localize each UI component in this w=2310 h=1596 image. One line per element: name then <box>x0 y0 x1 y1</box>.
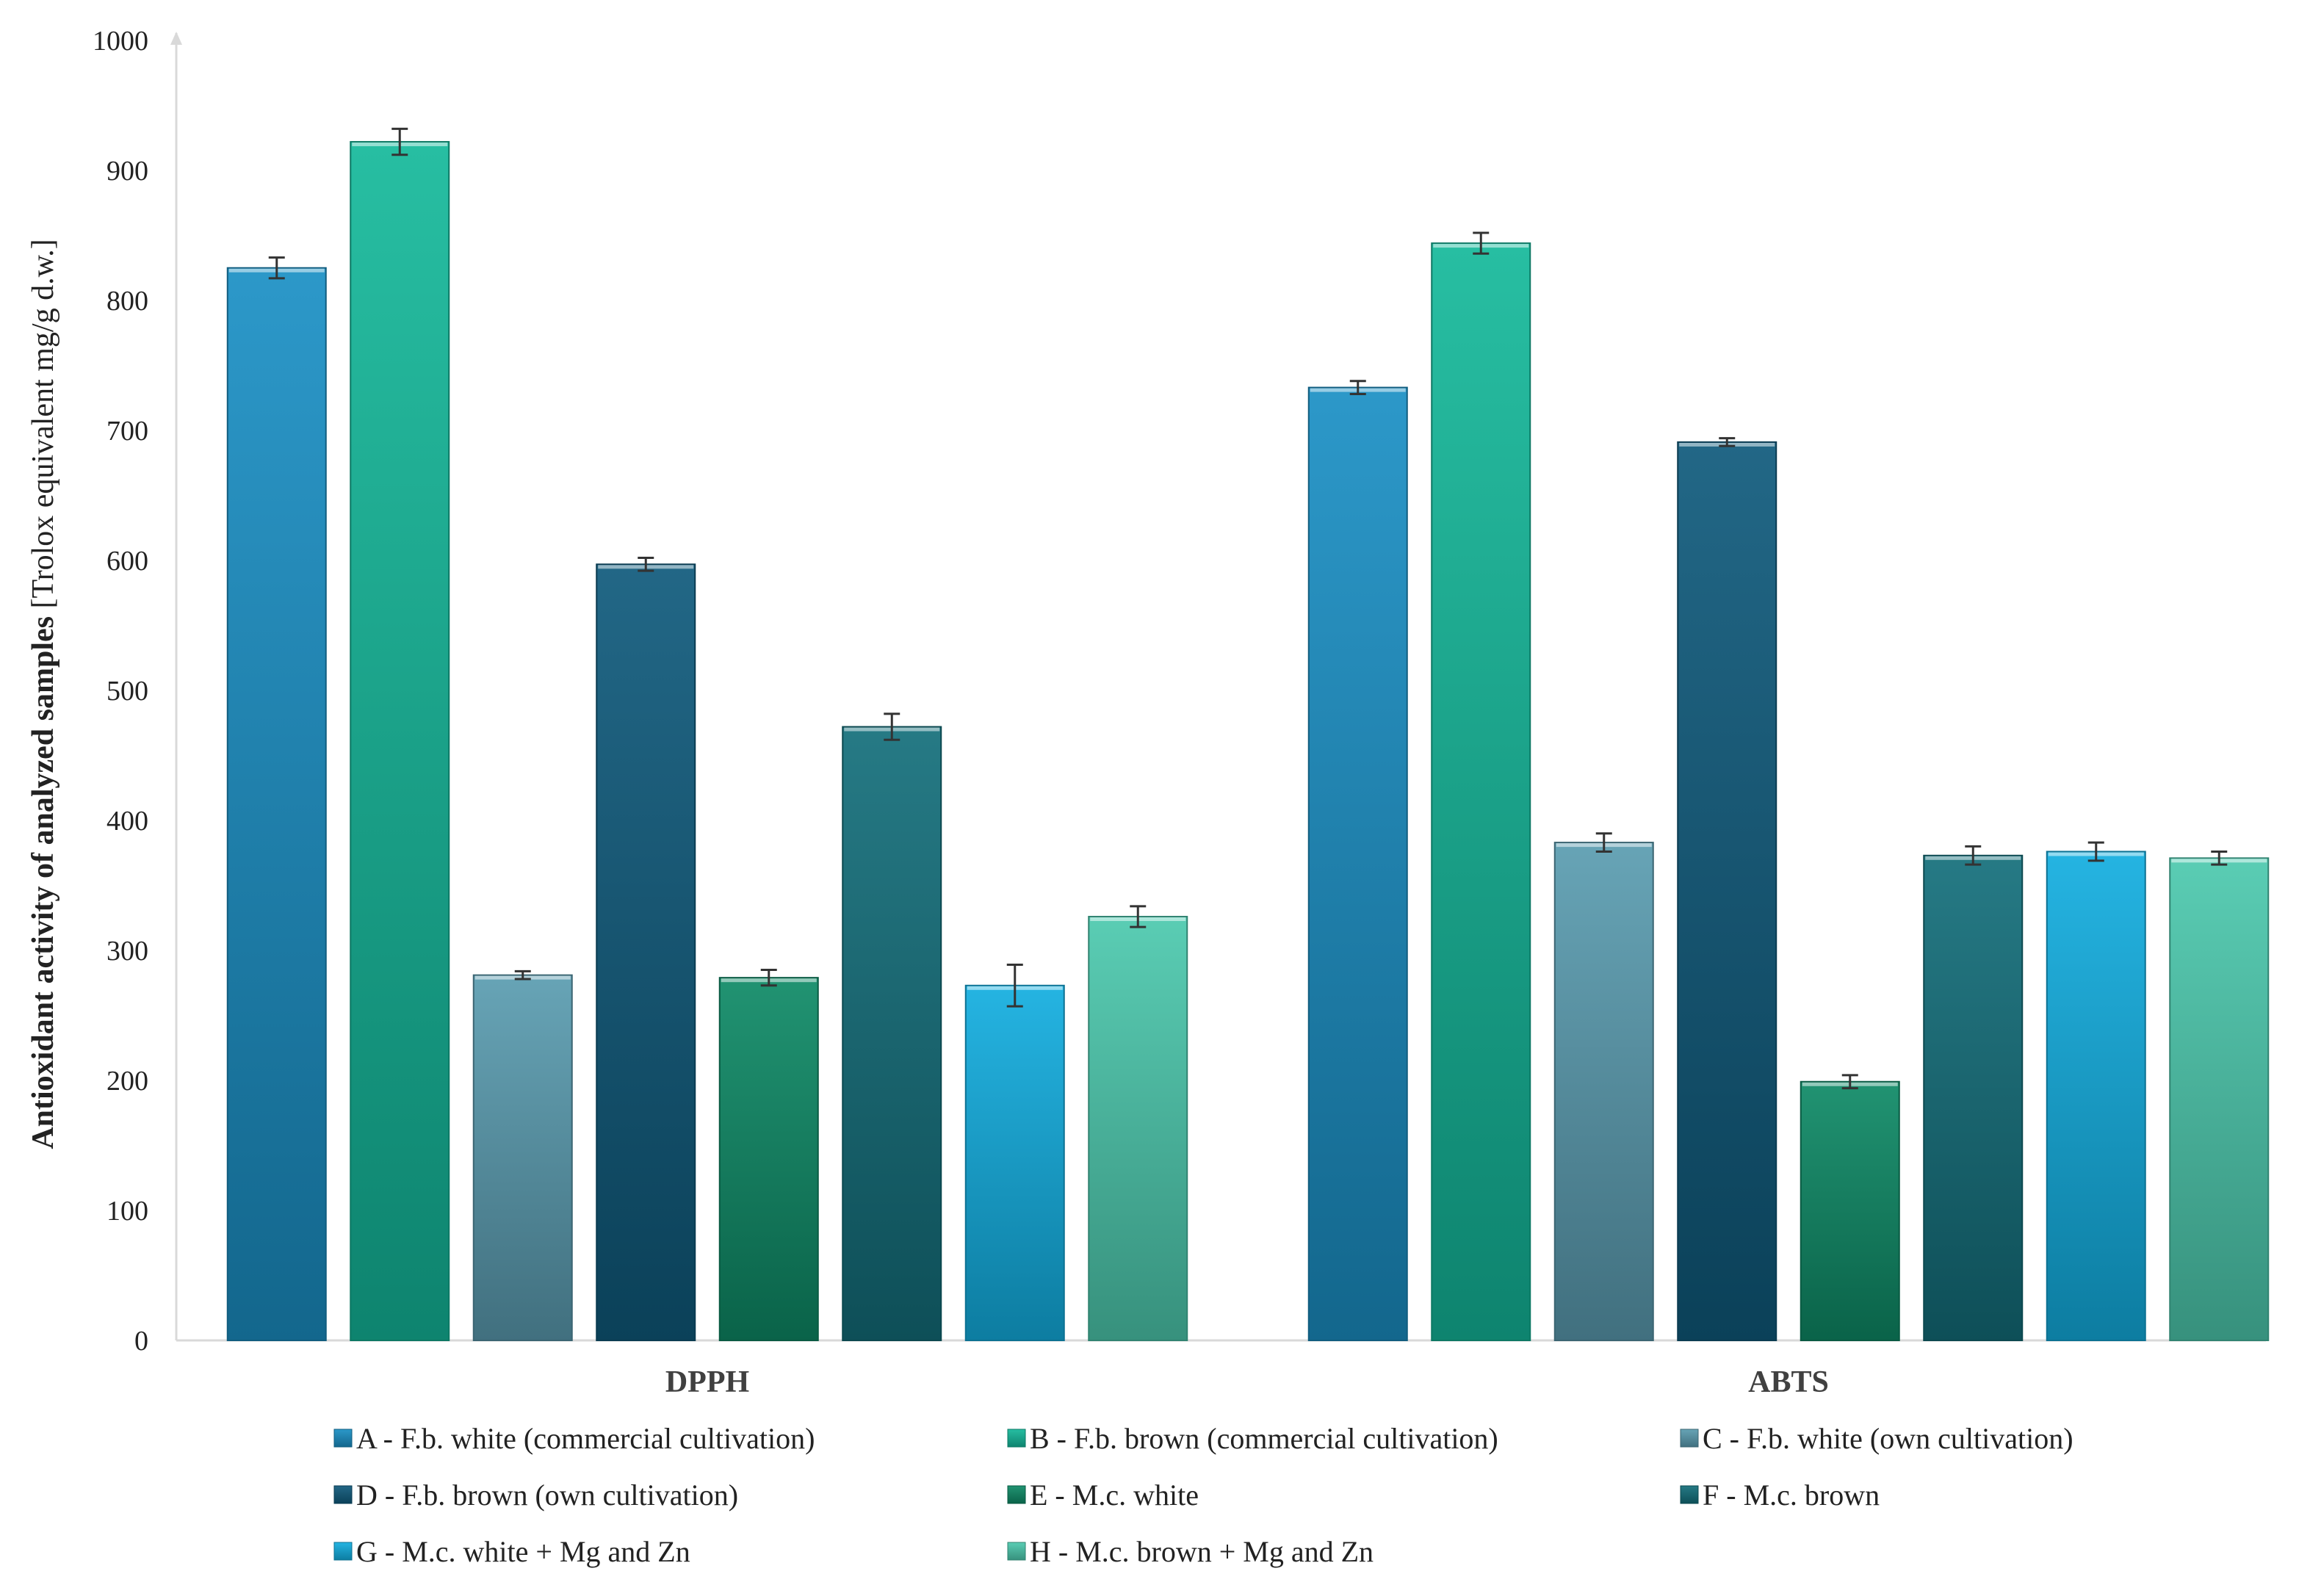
legend-swatch <box>333 1542 353 1561</box>
legend-swatch <box>333 1485 353 1504</box>
legend-swatch <box>1680 1485 1699 1504</box>
y-tick-label: 1000 <box>93 26 148 57</box>
y-axis-ticks: 0 100 200 300 400 500 600 700 800 900 1000 <box>93 26 148 1357</box>
bar <box>1088 915 1188 1341</box>
bar <box>1431 242 1531 1341</box>
legend-entry: D - F.b. brown (own cultivation) <box>356 1478 738 1512</box>
chart-bars <box>226 127 2270 1342</box>
y-tick-label: 500 <box>107 676 148 707</box>
y-tick-label: 600 <box>107 546 148 577</box>
legend-entry: G - M.c. white + Mg and Zn <box>356 1535 690 1568</box>
bar <box>472 974 573 1341</box>
y-axis-title: Antioxidant activity of analyzed samples… <box>26 239 60 1149</box>
chart-legend: A - F.b. white (commercial cultivation) B… <box>333 1422 2073 1568</box>
y-tick-label: 400 <box>107 806 148 837</box>
y-tick-label: 900 <box>107 156 148 187</box>
y-tick-label: 0 <box>134 1326 148 1357</box>
bar <box>1800 1080 1900 1342</box>
y-axis-arrow <box>170 32 182 45</box>
bar <box>2046 851 2146 1341</box>
bar <box>964 984 1065 1342</box>
y-tick-label: 200 <box>107 1066 148 1097</box>
bar <box>1677 441 1777 1341</box>
legend-entry: E - M.c. white <box>1030 1478 1199 1512</box>
y-tick-label: 300 <box>107 936 148 967</box>
legend-swatch <box>1007 1542 1026 1561</box>
legend-entry: A - F.b. white (commercial cultivation) <box>356 1422 815 1455</box>
bar <box>350 141 450 1341</box>
legend-entry: F - M.c. brown <box>1703 1478 1880 1512</box>
bar <box>226 267 327 1341</box>
bar <box>1553 842 1654 1341</box>
legend-swatch <box>1680 1429 1699 1448</box>
y-tick-label: 100 <box>107 1196 148 1227</box>
x-category-label: ABTS <box>1748 1365 1829 1399</box>
bar <box>596 563 696 1341</box>
bar <box>1307 386 1408 1342</box>
bar <box>1923 854 2024 1342</box>
bar <box>718 977 819 1342</box>
y-axis-unit: [Trolox equivalent mg/g d.w.] <box>26 239 60 608</box>
bar <box>2169 857 2270 1341</box>
legend-entry: C - F.b. white (own cultivation) <box>1703 1422 2073 1455</box>
y-tick-label: 800 <box>107 286 148 317</box>
legend-entry: B - F.b. brown (commercial cultivation) <box>1030 1422 1498 1455</box>
bar <box>842 726 942 1341</box>
legend-swatch <box>1007 1429 1026 1448</box>
y-tick-label: 700 <box>107 416 148 447</box>
y-axis-label: Antioxidant activity of analyzed samples… <box>26 239 60 1149</box>
legend-entry: H - M.c. brown + Mg and Zn <box>1030 1535 1374 1568</box>
legend-swatch <box>1007 1485 1026 1504</box>
x-axis-categories: DPPH ABTS <box>665 1365 1829 1399</box>
legend-swatch <box>333 1429 353 1448</box>
x-category-label: DPPH <box>665 1365 749 1399</box>
